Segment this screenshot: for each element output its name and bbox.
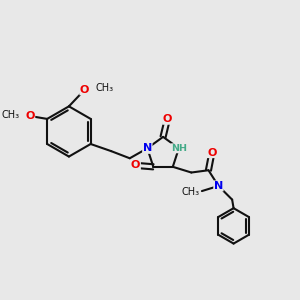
Text: O: O <box>131 160 140 170</box>
Text: O: O <box>26 111 35 121</box>
Text: O: O <box>80 85 89 95</box>
Text: O: O <box>163 114 172 124</box>
Text: N: N <box>143 143 152 153</box>
Text: O: O <box>207 148 217 158</box>
Text: CH₃: CH₃ <box>95 83 114 93</box>
Text: CH₃: CH₃ <box>2 110 20 121</box>
Text: N: N <box>214 181 223 191</box>
Text: CH₃: CH₃ <box>182 188 200 197</box>
Text: NH: NH <box>171 144 187 153</box>
